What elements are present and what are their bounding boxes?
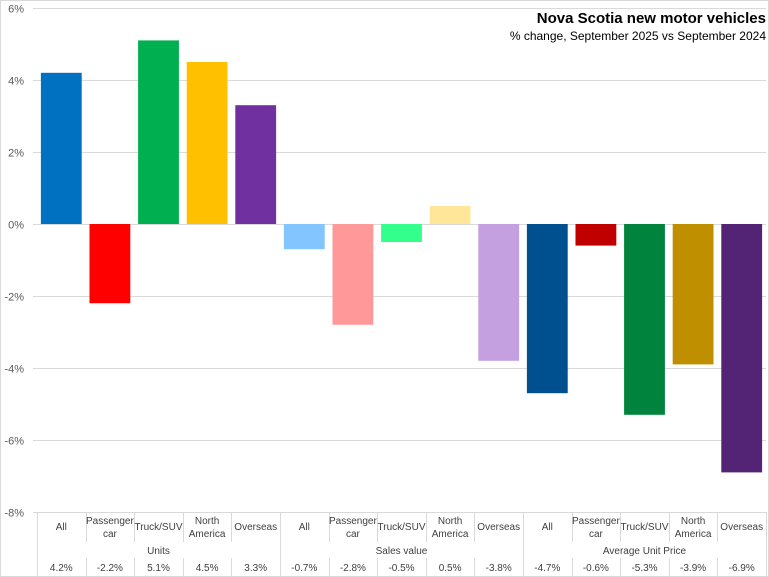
value-label: -3.9% (680, 563, 706, 574)
bar-units-passenger-car (89, 224, 131, 304)
category-label: Passenger (329, 516, 377, 527)
bar-average-unit-price-all (526, 224, 568, 394)
y-tick-label: -2% (4, 292, 24, 304)
bar-units-truck-suv (138, 40, 179, 225)
bar-average-unit-price-passenger-car (575, 224, 617, 246)
category-label: North (195, 516, 219, 527)
category-label: car (103, 529, 118, 540)
category-label: America (675, 529, 712, 540)
y-tick-label: 2% (8, 148, 24, 160)
value-label: 5.1% (147, 563, 170, 574)
value-label: -2.2% (97, 563, 123, 574)
bar-sales-value-truck-suv (381, 224, 422, 242)
bar-units-north-america (186, 62, 228, 224)
category-label: America (189, 529, 226, 540)
value-label: -0.5% (388, 563, 414, 574)
category-label: All (542, 522, 553, 533)
y-tick-label: 4% (8, 76, 24, 88)
bars (40, 40, 763, 473)
group-label: Sales value (376, 546, 428, 557)
bar-average-unit-price-north-america (672, 224, 714, 365)
value-label: -3.8% (486, 563, 512, 574)
category-label: Passenger (86, 516, 134, 527)
category-label: America (432, 529, 469, 540)
category-label: car (589, 529, 604, 540)
bar-units-all (40, 72, 82, 224)
category-label: Overseas (234, 522, 277, 533)
bar-average-unit-price-truck-suv (624, 224, 665, 415)
chart-title: Nova Scotia new motor vehicles (537, 10, 766, 27)
category-label: Truck/SUV (621, 522, 669, 533)
category-label: Overseas (720, 522, 763, 533)
category-label: Overseas (477, 522, 520, 533)
bar-units-overseas (235, 105, 277, 224)
y-tick-label: -4% (4, 364, 24, 376)
group-label: Average Unit Price (603, 546, 687, 557)
bar-sales-value-all (283, 224, 325, 250)
category-label: North (438, 516, 462, 527)
value-label: -6.9% (729, 563, 755, 574)
value-label: 0.5% (439, 563, 462, 574)
chart-subtitle: % change, September 2025 vs September 20… (510, 29, 766, 43)
y-tick-label: 0% (8, 220, 24, 232)
bar-sales-value-overseas (478, 224, 520, 361)
bar-average-unit-price-overseas (721, 224, 763, 473)
category-label: Truck/SUV (378, 522, 426, 533)
y-tick-label: 6% (8, 4, 24, 16)
category-label: All (56, 522, 67, 533)
value-label: -4.7% (534, 563, 560, 574)
value-label: -0.6% (583, 563, 609, 574)
value-label: -2.8% (340, 563, 366, 574)
y-tick-label: -8% (4, 508, 24, 520)
bar-sales-value-passenger-car (332, 224, 374, 325)
value-label: 4.2% (50, 563, 73, 574)
data-table: All 4.2% Passenger car -2.2% Truck/SUV 5.1% Nor… (37, 512, 767, 577)
category-label: Passenger (572, 516, 620, 527)
chart-title-block: Nova Scotia new motor vehicles % change,… (510, 10, 766, 43)
category-label: Truck/SUV (135, 522, 183, 533)
group-label: Units (147, 546, 170, 557)
value-label: -0.7% (291, 563, 317, 574)
bar-sales-value-north-america (429, 206, 471, 224)
category-label: North (681, 516, 705, 527)
value-label: 4.5% (196, 563, 219, 574)
y-tick-label: -6% (4, 436, 24, 448)
y-axis: 6% 4% 2% 0% -2% -4% -6% -8% (4, 4, 24, 520)
value-label: 3.3% (244, 563, 267, 574)
category-label: car (346, 529, 361, 540)
value-label: -5.3% (631, 563, 657, 574)
category-label: All (299, 522, 310, 533)
